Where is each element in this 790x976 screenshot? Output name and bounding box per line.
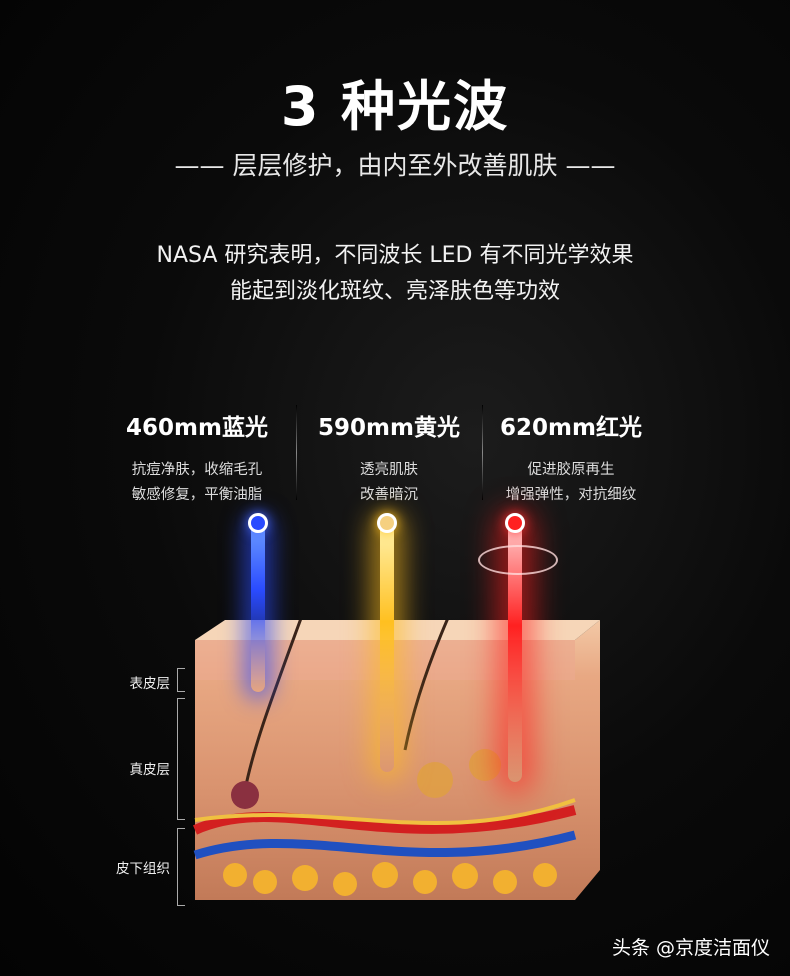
page-subtitle: —— 层层修护，由内至外改善肌肤 —— bbox=[174, 151, 616, 180]
yellow-light-beam bbox=[380, 522, 394, 772]
light-name: 620mm红光 bbox=[500, 415, 642, 441]
intro-line-2: 能起到淡化斑纹、亮泽肤色等功效 bbox=[229, 279, 560, 304]
watermark: 头条 @京度洁面仪 bbox=[611, 937, 770, 959]
light-yellow: 590mm黄光 透亮肌肤 改善暗沉 bbox=[304, 408, 474, 508]
light-benefit: 增强弹性，对抗细纹 bbox=[505, 487, 637, 503]
bracket bbox=[177, 698, 185, 820]
red-light-ring bbox=[478, 545, 558, 575]
light-benefit: 促进胶原再生 bbox=[527, 462, 615, 478]
light-benefit: 改善暗沉 bbox=[360, 487, 418, 503]
light-name: 460mm蓝光 bbox=[126, 415, 268, 441]
light-benefit: 敏感修复，平衡油脂 bbox=[131, 487, 263, 503]
light-name: 590mm黄光 bbox=[318, 415, 460, 441]
red-light-beam bbox=[508, 522, 522, 782]
bracket bbox=[177, 828, 185, 906]
divider bbox=[296, 405, 297, 500]
blue-light-beam bbox=[251, 522, 265, 692]
bracket bbox=[177, 668, 185, 692]
layer-label-dermis: 真皮层 bbox=[129, 762, 171, 778]
intro-line-1: NASA 研究表明，不同波长 LED 有不同光学效果 bbox=[156, 243, 634, 268]
layer-label-subcutaneous: 皮下组织 bbox=[116, 861, 170, 877]
layer-label-epidermis: 表皮层 bbox=[129, 676, 171, 692]
page-title: 3 种光波 bbox=[280, 75, 510, 138]
yellow-light-dot bbox=[377, 513, 397, 533]
skin-cross-section-illustration bbox=[185, 559, 605, 910]
blue-light-dot bbox=[248, 513, 268, 533]
light-benefit: 透亮肌肤 bbox=[360, 462, 418, 478]
red-light-dot bbox=[505, 513, 525, 533]
intro-text: NASA 研究表明，不同波长 LED 有不同光学效果 能起到淡化斑纹、亮泽肤色等… bbox=[0, 238, 790, 310]
light-blue: 460mm蓝光 抗痘净肤，收缩毛孔 敏感修复，平衡油脂 bbox=[112, 408, 282, 508]
light-red: 620mm红光 促进胶原再生 增强弹性，对抗细纹 bbox=[486, 408, 656, 508]
divider bbox=[482, 405, 483, 500]
light-benefit: 抗痘净肤，收缩毛孔 bbox=[131, 462, 263, 478]
